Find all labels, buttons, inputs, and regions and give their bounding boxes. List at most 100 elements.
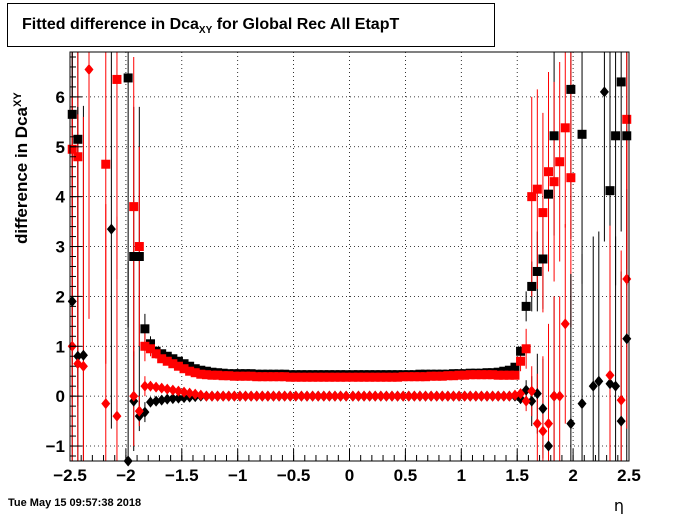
data-point-diamond [594, 375, 604, 387]
y-tick-label: 3 [56, 238, 65, 257]
x-tick-label: −1 [228, 466, 247, 485]
x-tick-label: −2.5 [53, 466, 87, 485]
data-point-diamond [257, 390, 267, 402]
data-point-square [168, 354, 178, 364]
data-point-diamond [605, 369, 615, 381]
data-point-diamond [499, 390, 509, 402]
data-point-square [365, 372, 375, 382]
data-markers [67, 63, 632, 467]
chart-title-box: Fitted difference in DcaXY for Global Re… [7, 3, 495, 47]
data-point-square [521, 344, 531, 354]
data-point-square [398, 372, 408, 382]
data-point-square [482, 370, 492, 380]
y-tick-label: 5 [56, 138, 65, 157]
data-point-diamond [218, 390, 228, 402]
data-point-square [73, 152, 83, 162]
data-point-diamond [376, 390, 386, 402]
data-point-square [296, 372, 306, 382]
data-point-diamond [246, 390, 256, 402]
data-point-diamond [173, 392, 183, 404]
data-point-square [67, 144, 77, 154]
data-point-diamond [448, 390, 458, 402]
data-point-square [207, 370, 217, 380]
data-point-diamond [308, 390, 318, 402]
data-point-square [168, 359, 178, 369]
data-point-square [162, 356, 172, 366]
data-point-square [454, 370, 464, 380]
data-point-square [504, 365, 514, 375]
data-point-diamond [291, 390, 301, 402]
x-tick-label: 0.5 [394, 466, 418, 485]
y-tick-label: 4 [56, 188, 66, 207]
x-tick-label: 2.5 [617, 466, 641, 485]
data-point-square [544, 189, 554, 199]
data-point-diamond [319, 390, 329, 402]
data-point-square [140, 341, 150, 351]
data-point-diamond [162, 383, 172, 395]
data-point-square [252, 372, 262, 382]
data-point-diamond [207, 390, 217, 402]
data-point-square [370, 372, 380, 382]
data-point-diamond [398, 390, 408, 402]
data-point-square [201, 370, 211, 380]
data-point-square [246, 371, 256, 381]
data-point-diamond [616, 394, 626, 406]
data-point-diamond [393, 390, 403, 402]
data-point-diamond [145, 380, 155, 392]
data-point-square [471, 370, 481, 380]
data-point-square [185, 366, 195, 376]
data-point-diamond [67, 295, 77, 307]
data-point-square [196, 369, 206, 379]
data-point-square [387, 372, 397, 382]
data-point-square [218, 371, 228, 381]
data-point-diamond [179, 386, 189, 398]
x-tick-label: −0.5 [277, 466, 311, 485]
data-point-diamond [493, 390, 503, 402]
data-point-square [493, 370, 503, 380]
data-point-square [190, 368, 200, 378]
data-point-diamond [78, 349, 88, 361]
data-point-diamond [555, 390, 565, 402]
chart-title-main: Fitted difference in Dca [22, 16, 199, 33]
data-point-diamond [359, 390, 369, 402]
data-point-diamond [532, 418, 542, 430]
data-point-diamond [437, 390, 447, 402]
data-point-diamond [404, 390, 414, 402]
data-point-square [330, 372, 340, 382]
y-tick-label: 1 [56, 337, 65, 356]
data-point-square [504, 370, 514, 380]
data-point-diamond [134, 405, 144, 417]
data-point-square [157, 349, 167, 359]
data-point-diamond [381, 390, 391, 402]
data-point-square [308, 372, 318, 382]
data-point-diamond [516, 388, 526, 400]
data-point-diamond [101, 398, 111, 410]
data-point-diamond [106, 223, 116, 235]
data-point-square [521, 301, 531, 311]
data-point-diamond [280, 390, 290, 402]
data-point-square [622, 114, 632, 124]
data-point-diamond [151, 395, 161, 407]
data-point-diamond [460, 390, 470, 402]
data-point-diamond [145, 396, 155, 408]
data-point-square [460, 370, 470, 380]
data-point-diamond [504, 390, 514, 402]
data-point-square [566, 173, 576, 183]
data-point-square [353, 372, 363, 382]
data-point-square [348, 372, 358, 382]
data-point-square [622, 131, 632, 141]
data-point-diamond [471, 390, 481, 402]
data-point-diamond [454, 390, 464, 402]
data-point-diamond [353, 390, 363, 402]
data-point-diamond [129, 390, 139, 402]
data-point-diamond [443, 390, 453, 402]
data-point-diamond [185, 387, 195, 399]
data-point-diamond [622, 333, 632, 345]
x-tick-label: 0 [345, 466, 354, 485]
data-point-diamond [341, 390, 351, 402]
data-point-diamond [409, 390, 419, 402]
y-axis-label: difference in DcaXY [12, 92, 31, 244]
data-point-square [510, 362, 520, 372]
data-point-diamond [241, 390, 251, 402]
data-point-square [516, 346, 526, 356]
